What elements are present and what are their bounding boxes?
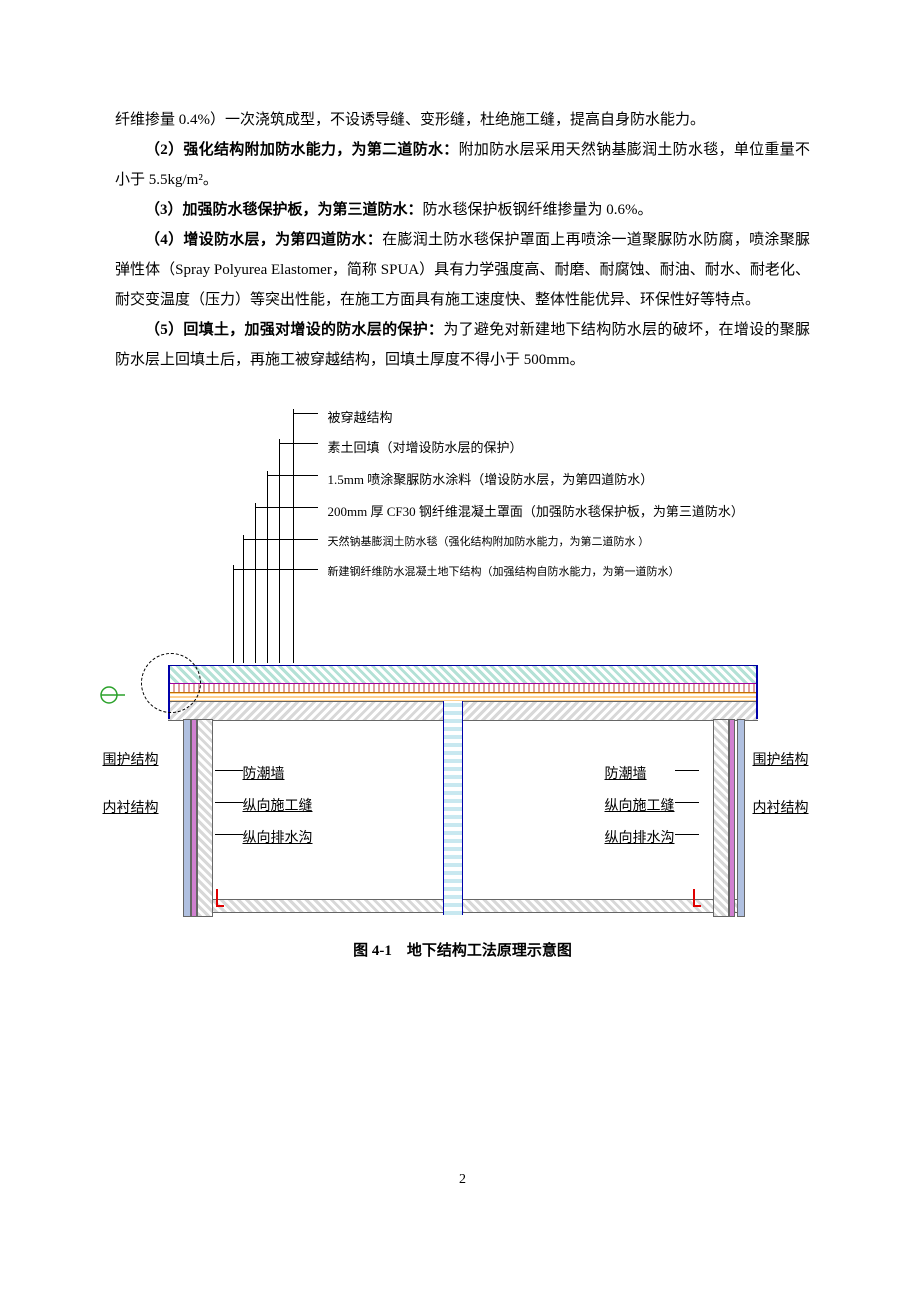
p2-rest: 防水毯保护板钢纤维掺量为 0.6%。 xyxy=(423,202,653,218)
bottom-slab xyxy=(188,899,740,913)
page: 纤维掺量 0.4%）一次浇筑成型，不设诱导缝、变形缝，杜绝施工缝，提高自身防水能… xyxy=(0,0,920,1254)
outer-label-3: 内衬结构 xyxy=(753,795,809,823)
wall-2 xyxy=(197,719,213,917)
p2-bold: （3）加强防水毯保护板，为第三道防水： xyxy=(145,202,423,218)
legend-item-0: 被穿越结构 xyxy=(328,405,393,431)
wall-0 xyxy=(183,719,191,917)
inner-label: 防潮墙 xyxy=(243,761,285,789)
figure-caption: 图 4-1 地下结构工法原理示意图 xyxy=(115,936,810,966)
inner-label: 防潮墙 xyxy=(605,761,647,789)
top-layer-0 xyxy=(168,665,758,685)
inner-label: 纵向施工缝 xyxy=(605,793,675,821)
construction-diagram: 被穿越结构素土回填（对增设防水层的保护） 1.5mm 喷涂聚脲防水涂料（增设防水层… xyxy=(123,395,803,915)
p4-bold: （5）回填土，加强对增设的防水层的保护： xyxy=(145,322,443,338)
inner-label: 纵向施工缝 xyxy=(243,793,313,821)
p3-bold: （4）增设防水层，为第四道防水： xyxy=(145,232,382,248)
legend-item-2: 1.5mm 喷涂聚脲防水涂料（增设防水层，为第四道防水） xyxy=(328,467,654,493)
outer-label-2: 围护结构 xyxy=(753,747,809,775)
figure-container: 被穿越结构素土回填（对增设防水层的保护） 1.5mm 喷涂聚脲防水涂料（增设防水层… xyxy=(115,395,810,966)
drainage-mark-0 xyxy=(216,889,224,907)
page-number: 2 xyxy=(115,1166,810,1194)
paragraph-3: （4）增设防水层，为第四道防水：在膨润土防水毯保护罩面上再喷涂一道聚脲防水防腐，… xyxy=(115,225,810,315)
wall-3 xyxy=(737,719,745,917)
inner-label: 纵向排水沟 xyxy=(605,825,675,853)
p1-bold: （2）强化结构附加防水能力，为第二道防水： xyxy=(145,142,459,158)
drainage-mark-1 xyxy=(693,889,701,907)
outer-label-1: 内衬结构 xyxy=(103,795,159,823)
paragraph-4: （5）回填土，加强对增设的防水层的保护：为了避免对新建地下结构防水层的破坏，在增… xyxy=(115,315,810,375)
legend-item-1: 素土回填（对增设防水层的保护） xyxy=(328,435,523,461)
wall-4 xyxy=(729,719,735,917)
paragraph-1: （2）强化结构附加防水能力，为第二道防水：附加防水层采用天然钠基膨润土防水毯，单… xyxy=(115,135,810,195)
paragraph-2: （3）加强防水毯保护板，为第三道防水：防水毯保护板钢纤维掺量为 0.6%。 xyxy=(115,195,810,225)
outer-label-0: 围护结构 xyxy=(103,747,159,775)
paragraph-0: 纤维掺量 0.4%）一次浇筑成型，不设诱导缝、变形缝，杜绝施工缝，提高自身防水能… xyxy=(115,105,810,135)
wall-5 xyxy=(713,719,729,917)
detail-circle-icon xyxy=(141,653,201,713)
inner-label: 纵向排水沟 xyxy=(243,825,313,853)
legend-item-5: 新建钢纤维防水混凝土地下结构（加强结构自防水能力，为第一道防水） xyxy=(328,561,680,583)
ground-level-icon xyxy=(99,685,127,716)
legend-item-4: 天然钠基膨润土防水毯（强化结构附加防水能力，为第二道防水 ） xyxy=(328,531,650,553)
center-column-0 xyxy=(443,701,463,915)
top-layer-3 xyxy=(168,701,758,721)
legend-item-3: 200mm 厚 CF30 钢纤维混凝土罩面（加强防水毯保护板，为第三道防水） xyxy=(328,499,744,525)
